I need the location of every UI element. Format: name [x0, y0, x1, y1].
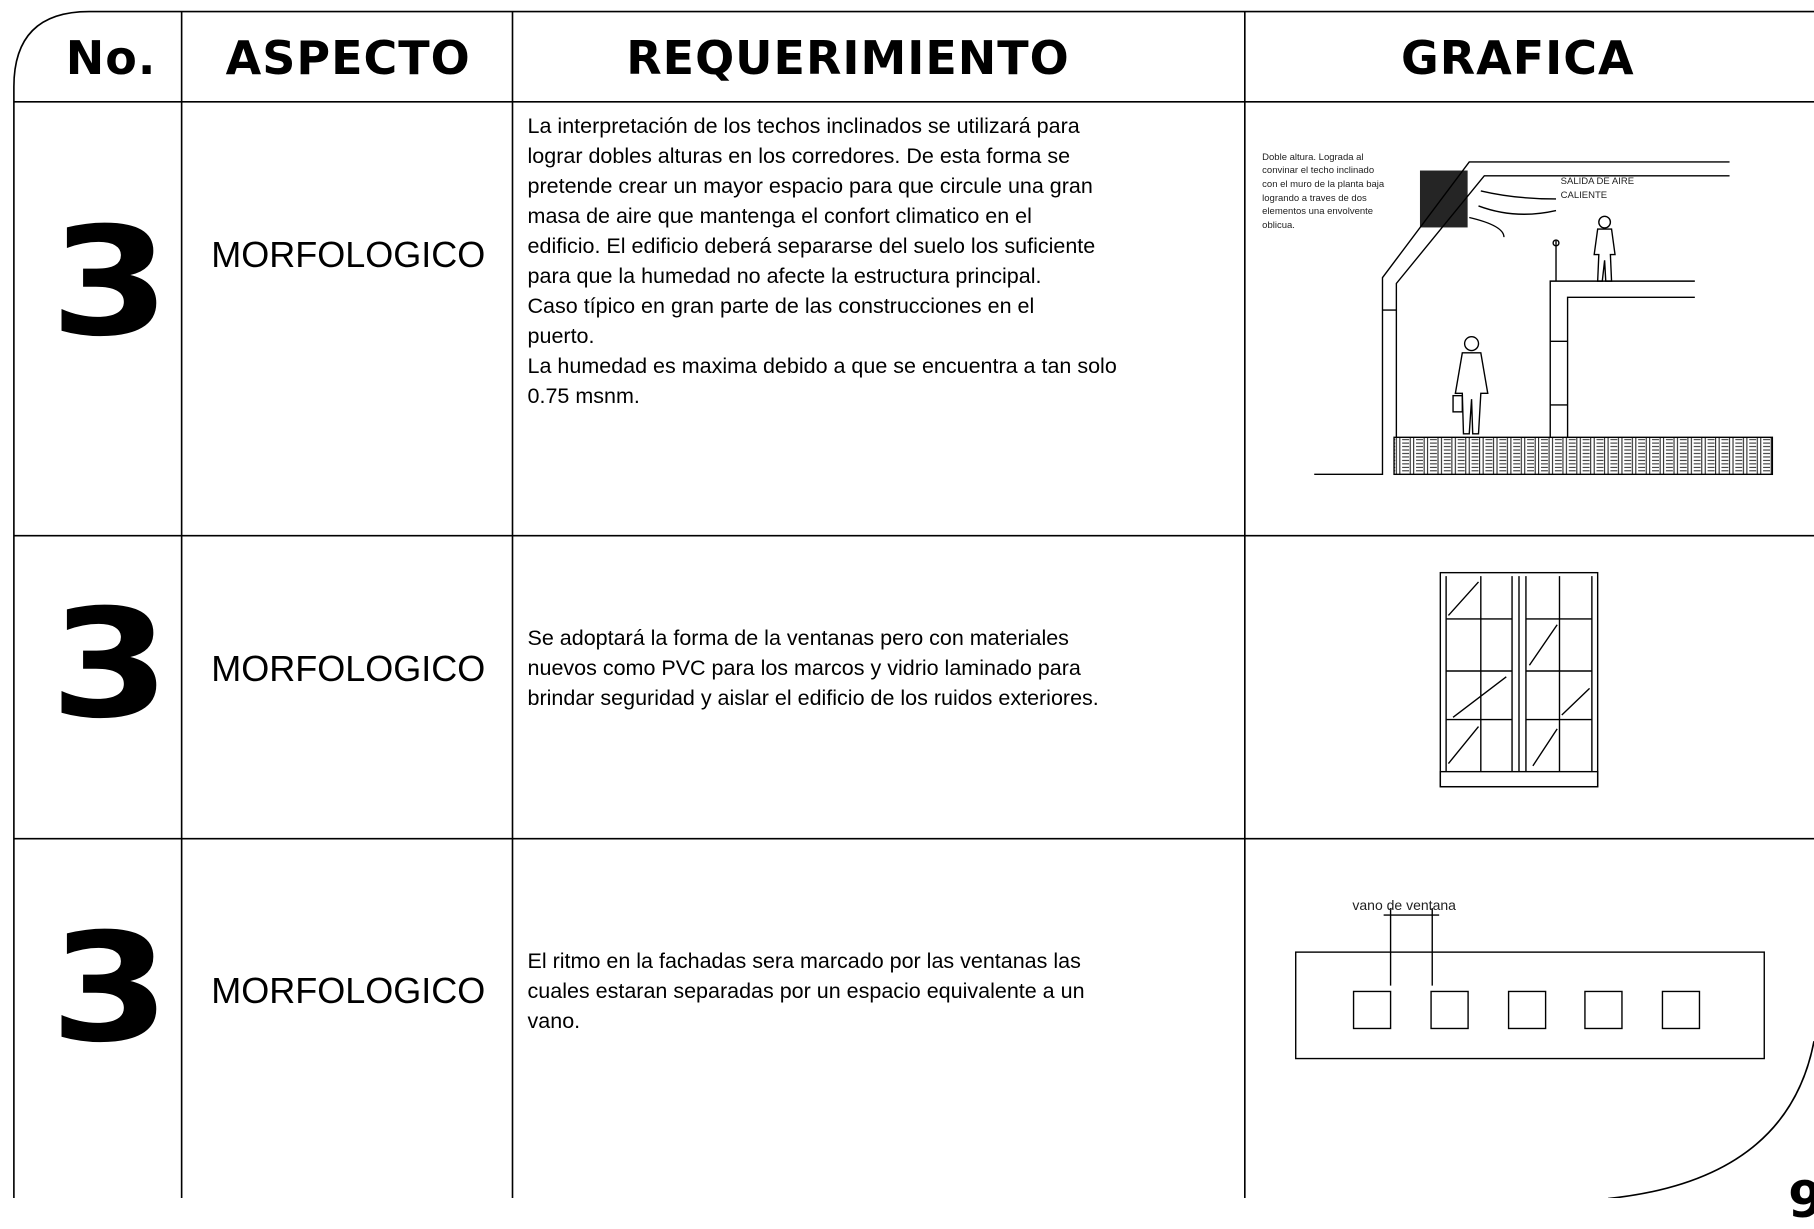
- row-number: 3: [49, 196, 170, 371]
- frame-outer: [13, 10, 1814, 1198]
- requirement-line: puerto.: [527, 324, 595, 349]
- header-cell: GRAFICA: [1400, 30, 1635, 85]
- frame-corner: [1607, 1041, 1814, 1198]
- aspect: MORFOLOGICO: [211, 233, 486, 275]
- requirement-line: nuevos como PVC para los marcos y vidrio…: [527, 656, 1081, 681]
- page: No. ASPECTO REQUERIMIENTO GRAFICA 3 MORFOLOGI…: [13, 10, 1814, 1225]
- requirement-line: vano.: [527, 1009, 581, 1034]
- drawing-note: convinar el techo inclinado: [1262, 165, 1375, 177]
- aspect: MORFOLOGICO: [211, 647, 486, 689]
- drawing-note: con el muro de la planta baja: [1262, 179, 1385, 190]
- requirement-line: cuales estaran separadas por un espacio …: [527, 979, 1085, 1004]
- requirement-line: pretende crear un mayor espacio para que…: [527, 173, 1093, 198]
- requirement-line: edificio. El edificio deberá separarse d…: [527, 234, 1096, 258]
- drawing-note: Doble altura. Lograda al: [1262, 151, 1364, 163]
- requirement-line: La humedad es maxima debido a que se enc…: [527, 354, 1117, 379]
- requirement-line: La interpretación de los techos inclinad…: [527, 113, 1080, 138]
- row-number: 3: [49, 578, 170, 753]
- drawing-label: SALIDA DE AIRE: [1560, 176, 1635, 187]
- page-number: 9: [1788, 1171, 1814, 1229]
- requirement-line: masa de aire que mantenga el confort cli…: [527, 203, 1032, 228]
- requirement-line: 0.75 msnm.: [527, 384, 640, 409]
- header-cell: ASPECTO: [225, 30, 471, 85]
- requirement-line: Caso típico en gran parte de las constru…: [527, 294, 1035, 319]
- drawing-label: CALIENTE: [1560, 189, 1608, 201]
- requirement-line: Se adoptará la forma de la ventanas pero…: [527, 626, 1069, 651]
- facade-drawing: [1295, 908, 1765, 1060]
- drawing-note: oblicua.: [1262, 219, 1295, 231]
- requirement-line: lograr dobles alturas en los corredores.…: [527, 143, 1071, 168]
- table-frame: [13, 10, 1814, 1198]
- row-number: 3: [49, 902, 170, 1077]
- drawing-note: elementos una envolvente: [1262, 206, 1374, 218]
- drawing-label: vano de ventana: [1352, 896, 1456, 913]
- drawing-note: logrando a traves de dos: [1262, 192, 1367, 204]
- requirement-line: brindar seguridad y aislar el edificio d…: [527, 686, 1099, 711]
- requirement-line: para que la humedad no afecte la estruct…: [527, 264, 1042, 289]
- section-drawing: [1314, 161, 1774, 476]
- requirement-line: El ritmo en la fachadas sera marcado por…: [527, 948, 1081, 973]
- header-cell: REQUERIMIENTO: [626, 30, 1070, 85]
- window-drawing: [1439, 571, 1599, 788]
- header-cell: No.: [65, 30, 157, 85]
- aspect: MORFOLOGICO: [211, 970, 486, 1012]
